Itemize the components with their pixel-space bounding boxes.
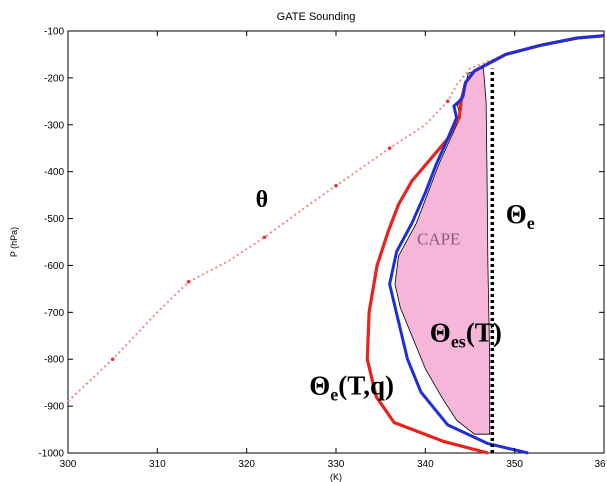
chart-title: GATE Sounding [277,11,356,23]
y-tick-label: -800 [44,355,64,366]
x-tick-label: 36 [594,459,606,470]
series-theta-es [388,34,605,455]
y-tick-label: -100 [44,27,64,38]
y-tick-label: -300 [44,120,64,131]
theta-marker [262,235,267,240]
x-tick-label: 320 [238,459,255,470]
theta-marker [445,99,450,104]
annotation-cape: CAPE [417,229,460,248]
annotation-theta-e-tq: Θe(T,q) [309,370,394,404]
x-tick-label: 310 [149,459,166,470]
x-tick-label: 340 [417,459,434,470]
y-tick-label: -400 [44,167,64,178]
y-tick-label: -200 [44,73,64,84]
y-axis-label: P (hPa) [9,227,19,257]
annotation-theta-e: Θe [506,199,535,233]
x-axis-label: (K) [330,472,342,482]
annotation-theta-es: Θes(T) [430,317,502,351]
x-tick-label: 300 [60,459,77,470]
y-tick-label: -500 [44,214,64,225]
x-tick-label: 330 [328,459,345,470]
x-tick-label: 350 [506,459,523,470]
annotation-theta: θ [256,187,269,213]
theta-marker [334,183,338,188]
cape-region [394,68,491,435]
theta-marker [186,280,191,284]
y-tick-label: -700 [44,308,64,319]
y-tick-label: -900 [44,402,64,413]
y-tick-label: -600 [44,261,64,272]
theta-marker [387,146,392,151]
theta-marker [110,357,115,362]
y-tick-label: -1000 [38,449,64,460]
